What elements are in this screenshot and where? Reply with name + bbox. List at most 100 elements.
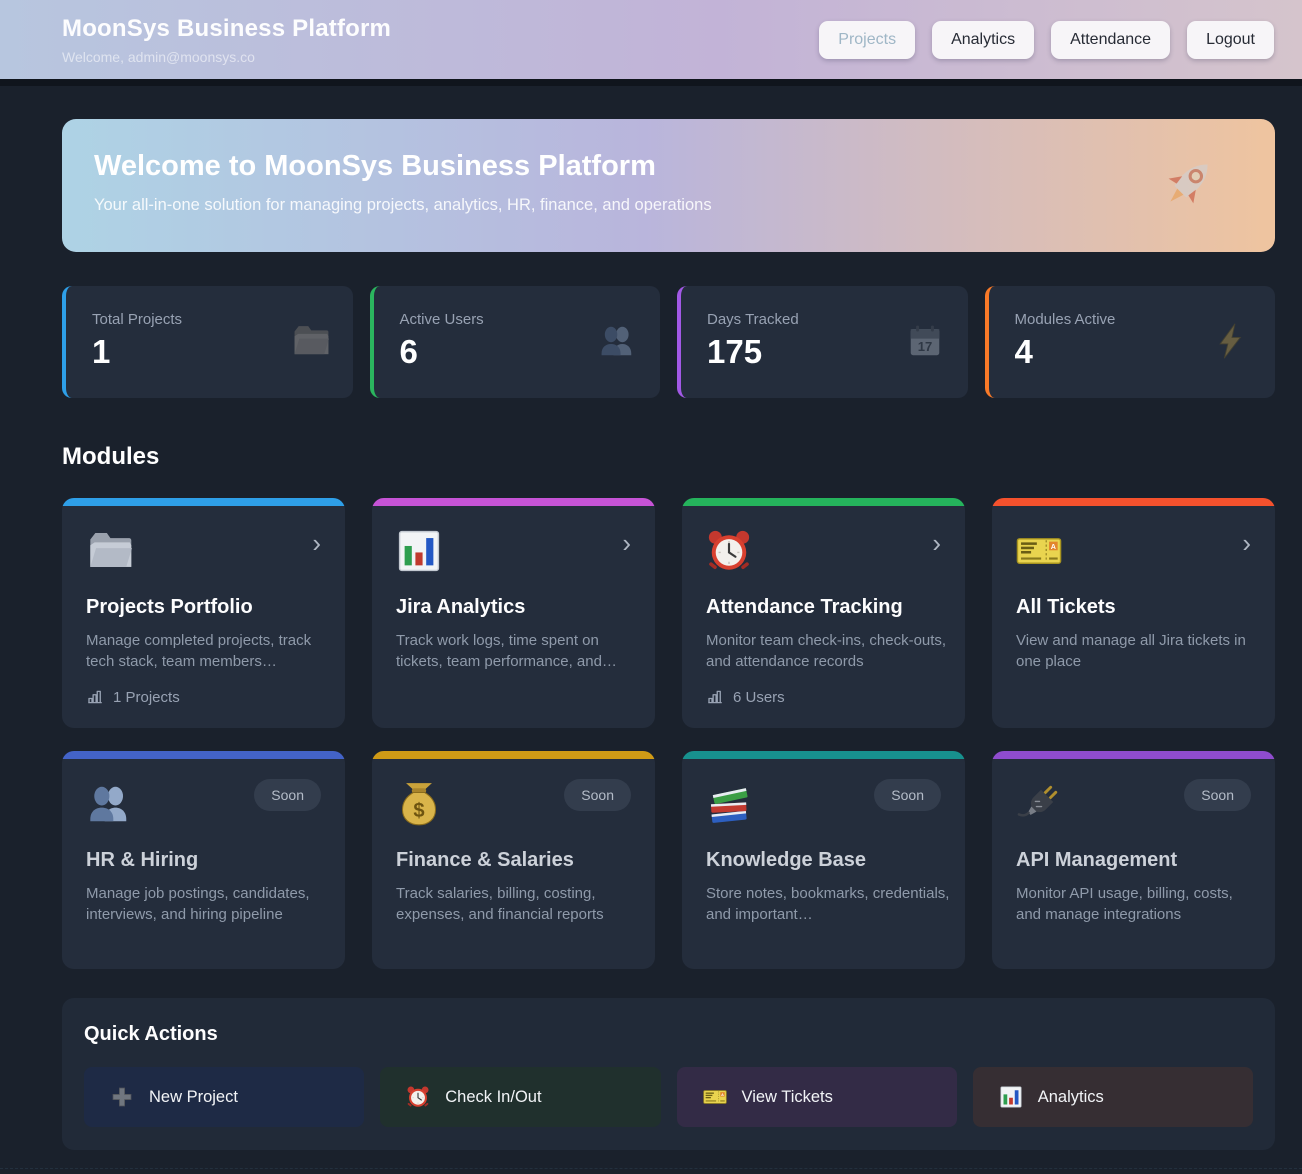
module-card-hr-hiring[interactable]: Soon HR & Hiring Manage job postings, ca… (62, 751, 345, 969)
app-title: MoonSys Business Platform (62, 14, 392, 42)
stat-card-modules-active: Modules Active 4 (984, 286, 1275, 398)
bar-chart-icon (396, 528, 442, 574)
stat-card-total-projects: Total Projects 1 (62, 286, 353, 398)
analytics-button[interactable]: Analytics (972, 1067, 1253, 1127)
folder-icon (86, 528, 132, 574)
page-bottom-divider (0, 1168, 1302, 1169)
module-meta: 1 Projects (86, 688, 180, 706)
module-accent-bar (992, 498, 1275, 506)
modules-grid: › Projects Portfolio Manage completed pr… (62, 498, 1275, 969)
module-title: Attendance Tracking (706, 596, 903, 618)
modules-heading: Modules (62, 443, 160, 470)
soon-badge: Soon (874, 779, 941, 811)
header-nav: Projects Analytics Attendance Logout (819, 20, 1274, 59)
check-in-out-button[interactable]: Check In/Out (380, 1067, 661, 1127)
welcome-user-text: Welcome, admin@moonsys.co (62, 48, 255, 65)
stat-label: Modules Active (1014, 311, 1116, 328)
module-title: Knowledge Base (706, 849, 867, 871)
module-meta-text: 1 Projects (113, 688, 180, 706)
module-title: HR & Hiring (86, 849, 199, 871)
module-description: Monitor API usage, billing, costs, and m… (1016, 885, 1233, 923)
module-title: Projects Portfolio (86, 596, 253, 618)
module-description: Manage completed projects, track tech st… (86, 632, 312, 670)
quick-action-label: View Tickets (741, 1087, 833, 1106)
stat-card-days-tracked: Days Tracked 175 (677, 286, 968, 398)
module-accent-bar (372, 751, 655, 759)
ticket-icon (1016, 528, 1062, 574)
module-accent-bar (372, 498, 655, 506)
module-description: View and manage all Jira tickets in one … (1016, 632, 1246, 670)
main-content: Welcome to MoonSys Business Platform You… (62, 119, 1275, 1150)
module-description: Monitor team check-ins, check-outs, and … (706, 632, 947, 670)
module-card-finance-salaries[interactable]: Soon Finance & Salaries Track salaries, … (372, 751, 655, 969)
users-icon (86, 781, 132, 827)
soon-badge: Soon (1184, 779, 1251, 811)
module-title: API Management (1016, 849, 1178, 871)
stat-value: 6 (399, 333, 418, 370)
welcome-banner-subtitle: Your all-in-one solution for managing pr… (94, 196, 712, 214)
quick-action-label: Analytics (1037, 1087, 1104, 1106)
money-bag-icon (396, 781, 442, 827)
chevron-right-icon: › (622, 528, 631, 558)
chevron-right-icon: › (312, 528, 321, 558)
plus-icon (110, 1085, 134, 1109)
new-project-button[interactable]: New Project (84, 1067, 365, 1127)
quick-actions-heading: Quick Actions (84, 1023, 218, 1045)
module-accent-bar (62, 498, 345, 506)
stat-value: 1 (92, 333, 111, 370)
module-card-projects-portfolio[interactable]: › Projects Portfolio Manage completed pr… (62, 498, 345, 728)
module-title: All Tickets (1016, 596, 1116, 618)
users-icon (598, 322, 636, 360)
mini-chart-icon (706, 688, 724, 706)
folder-icon (291, 322, 329, 360)
welcome-banner-title: Welcome to MoonSys Business Platform (94, 150, 656, 182)
module-meta-text: 6 Users (733, 688, 785, 706)
module-card-jira-analytics[interactable]: › Jira Analytics Track work logs, time s… (372, 498, 655, 728)
stats-row: Total Projects 1 Active Users 6 Days Tra… (62, 286, 1275, 398)
soon-badge: Soon (254, 779, 321, 811)
nav-logout-button[interactable]: Logout (1187, 20, 1274, 59)
module-title: Jira Analytics (396, 596, 526, 618)
module-accent-bar (682, 751, 965, 759)
stat-label: Total Projects (92, 311, 183, 328)
calendar-icon (906, 322, 944, 360)
module-description: Manage job postings, candidates, intervi… (86, 885, 310, 923)
app-header: MoonSys Business Platform Welcome, admin… (0, 0, 1302, 86)
module-card-api-management[interactable]: Soon API Management Monitor API usage, b… (992, 751, 1275, 969)
soon-badge: Soon (564, 779, 631, 811)
quick-action-label: Check In/Out (445, 1087, 542, 1106)
ticket-icon (703, 1085, 727, 1109)
module-card-all-tickets[interactable]: › All Tickets View and manage all Jira t… (992, 498, 1275, 728)
alarm-clock-icon (706, 528, 752, 574)
module-card-attendance-tracking[interactable]: › Attendance Tracking Monitor team check… (682, 498, 965, 728)
quick-actions-panel: Quick Actions New Project Check In/Out V… (62, 998, 1275, 1150)
stat-value: 4 (1014, 333, 1033, 370)
chevron-right-icon: › (1242, 528, 1251, 558)
quick-actions-grid: New Project Check In/Out View Tickets An… (84, 1067, 1253, 1127)
lightning-icon (1213, 322, 1251, 360)
module-card-knowledge-base[interactable]: Soon Knowledge Base Store notes, bookmar… (682, 751, 965, 969)
books-icon (706, 781, 752, 827)
module-meta: 6 Users (706, 688, 785, 706)
nav-analytics-button[interactable]: Analytics (932, 20, 1035, 59)
stat-label: Active Users (399, 311, 484, 328)
nav-attendance-button[interactable]: Attendance (1051, 20, 1171, 59)
rocket-icon (1161, 155, 1217, 211)
chevron-right-icon: › (932, 528, 941, 558)
module-accent-bar (62, 751, 345, 759)
stat-label: Days Tracked (707, 311, 799, 328)
stat-card-active-users: Active Users 6 (369, 286, 660, 398)
welcome-banner: Welcome to MoonSys Business Platform You… (62, 119, 1275, 252)
quick-action-label: New Project (149, 1087, 238, 1106)
mini-chart-icon (86, 688, 104, 706)
stat-value: 175 (707, 333, 763, 370)
module-accent-bar (992, 751, 1275, 759)
app-header-titles: MoonSys Business Platform Welcome, admin… (62, 15, 391, 65)
module-description: Track salaries, billing, costing, expens… (396, 885, 604, 923)
bar-chart-icon (999, 1085, 1023, 1109)
plug-icon (1016, 781, 1062, 827)
nav-projects-button[interactable]: Projects (819, 20, 916, 59)
module-accent-bar (682, 498, 965, 506)
view-tickets-button[interactable]: View Tickets (676, 1067, 957, 1127)
module-description: Track work logs, time spent on tickets, … (396, 632, 617, 670)
